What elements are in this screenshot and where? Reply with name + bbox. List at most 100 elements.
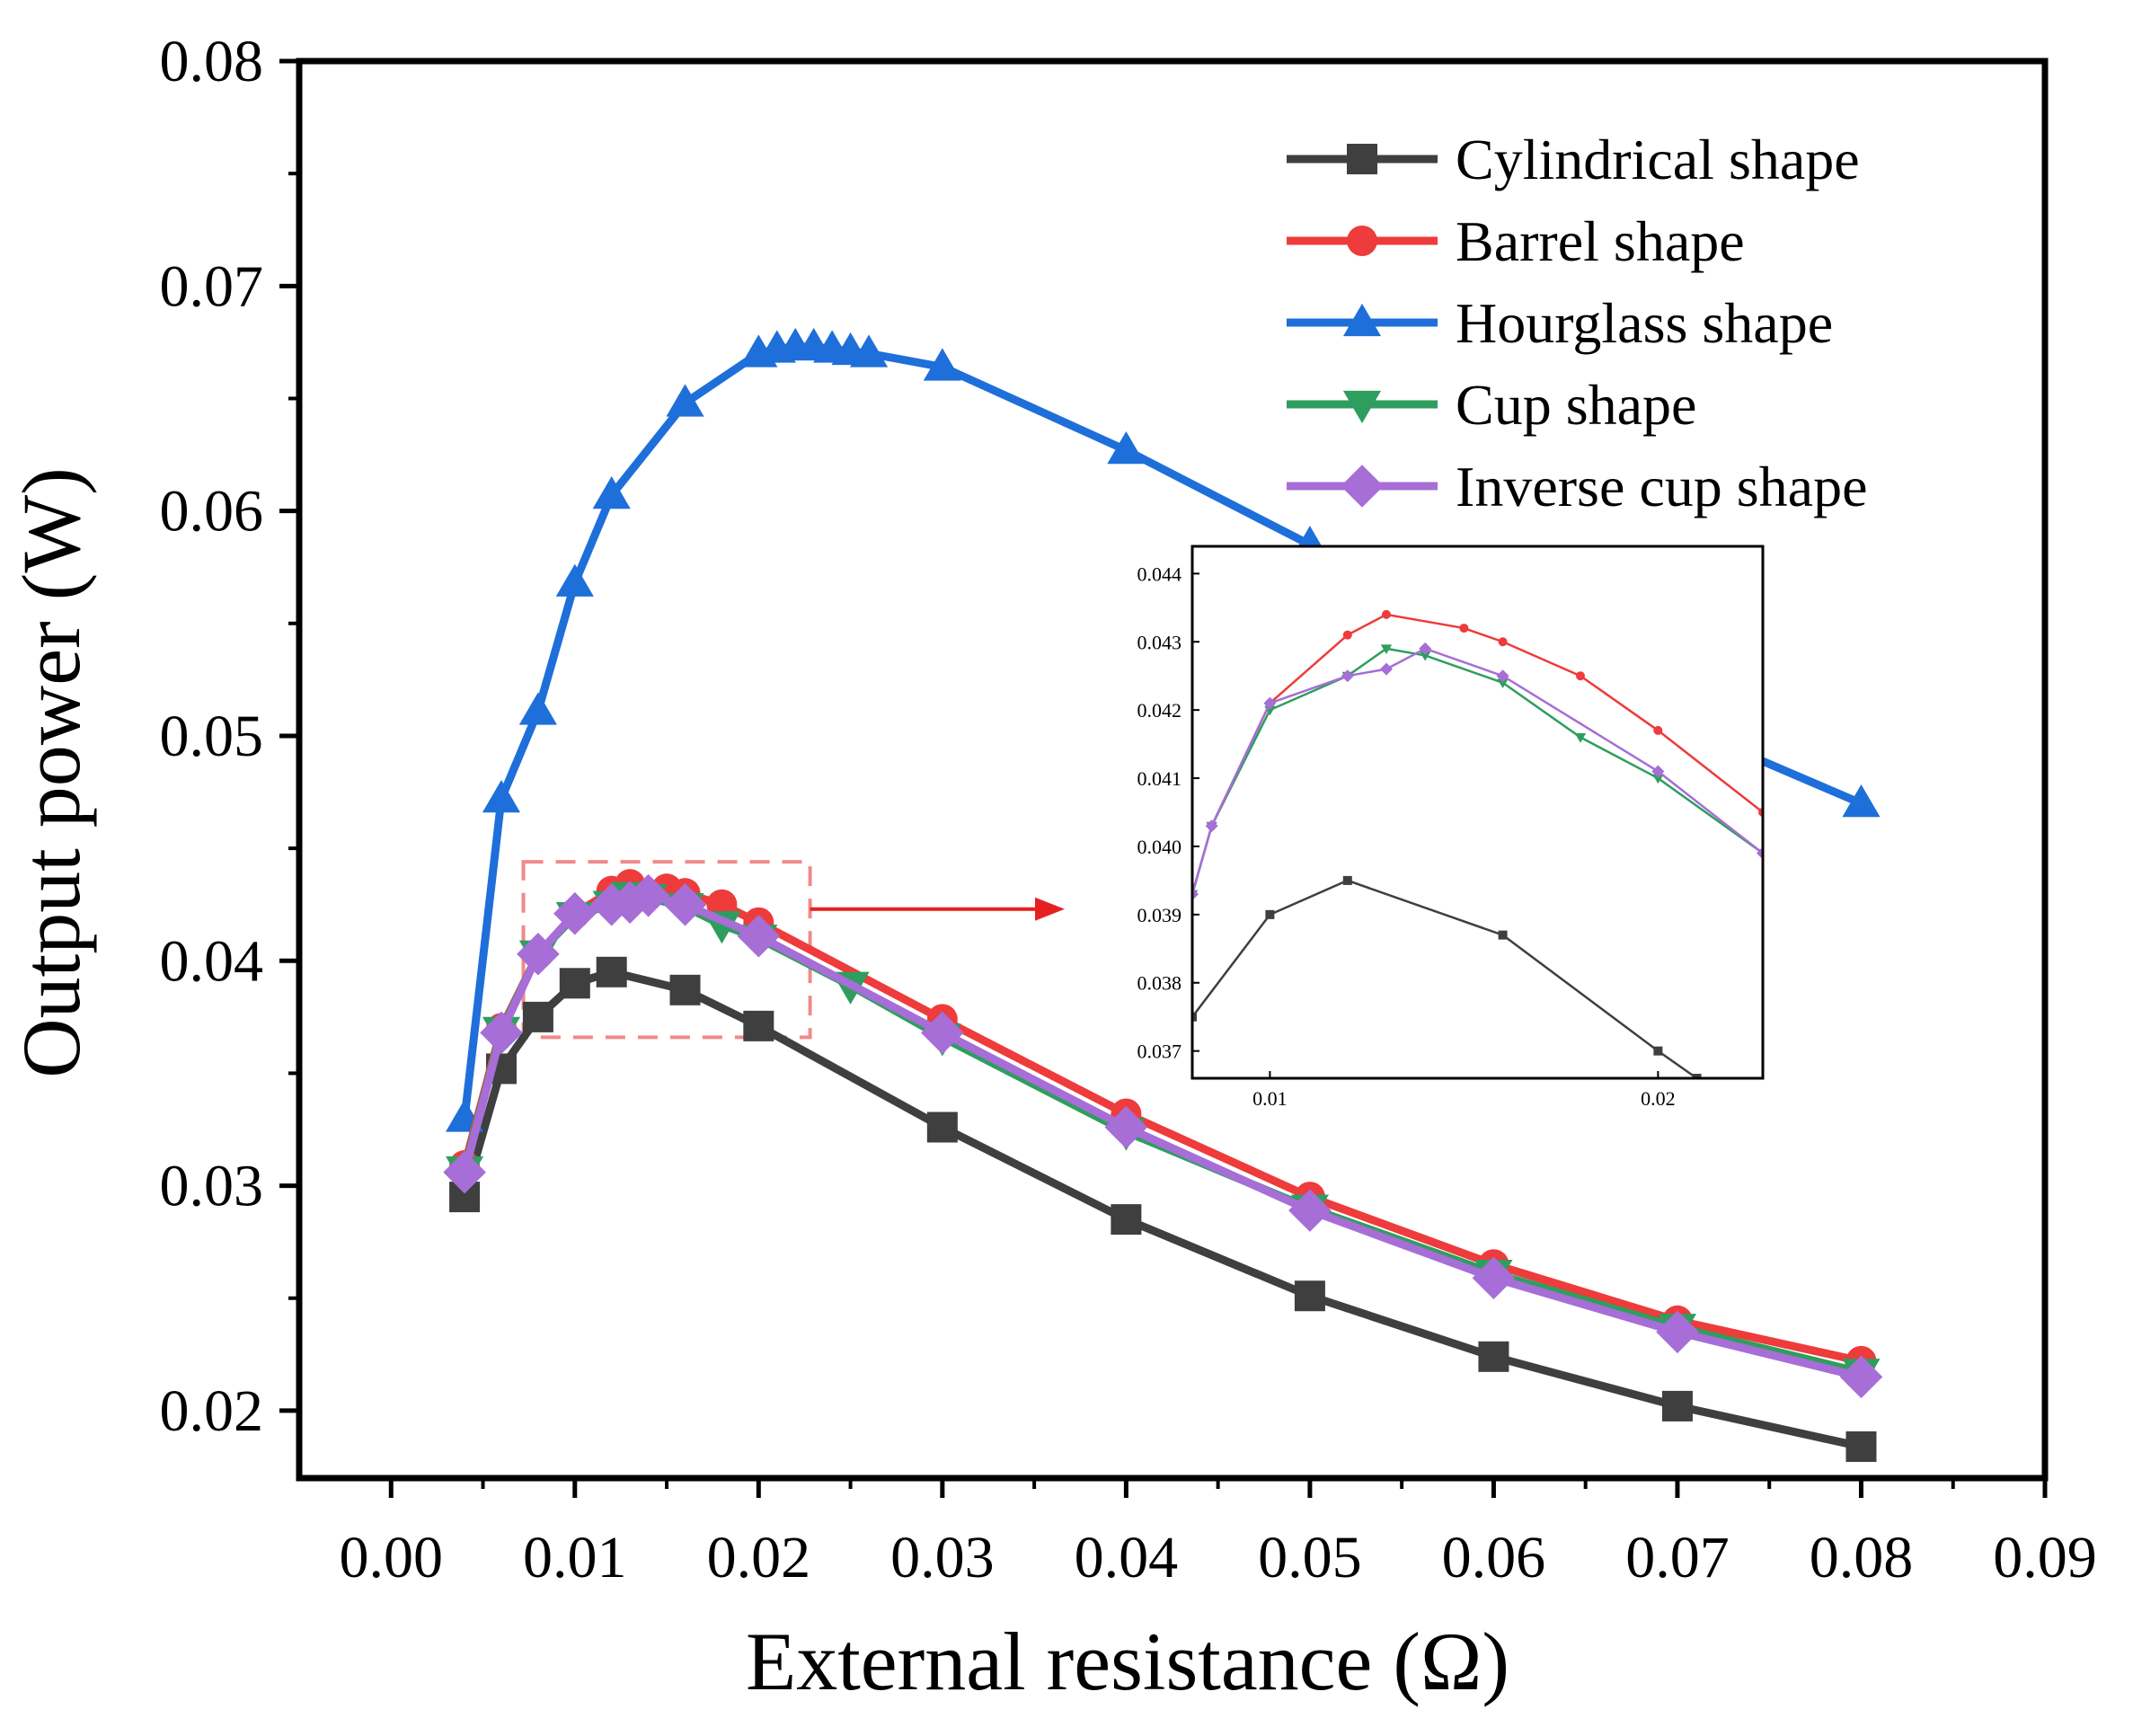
inset-data-point bbox=[1651, 765, 1665, 778]
inset-series-line bbox=[1192, 879, 1698, 1078]
data-point bbox=[1104, 1105, 1148, 1149]
legend-marker bbox=[1341, 465, 1384, 508]
data-point bbox=[480, 1011, 523, 1055]
data-point bbox=[518, 692, 557, 725]
data-point bbox=[1472, 1256, 1516, 1300]
main-plot: 0.00 0.01 0.02 0.03 0.04 0.05 0.06 0.07 0.08 0.09… bbox=[160, 29, 2097, 1590]
x-tick-label: 0.05 bbox=[1258, 1525, 1362, 1590]
data-point bbox=[1107, 430, 1146, 465]
data-point bbox=[849, 334, 889, 368]
y-tick-label: 0.07 bbox=[160, 253, 264, 319]
inset-y-tick-label: 0.040 bbox=[1137, 836, 1182, 858]
inset-data-point bbox=[1341, 669, 1354, 683]
data-point bbox=[923, 348, 961, 381]
inset-data-point bbox=[1498, 637, 1508, 647]
data-point bbox=[1294, 1280, 1325, 1312]
data-point bbox=[666, 384, 704, 417]
inset-series-line bbox=[1192, 647, 1763, 895]
inset-data-point bbox=[1419, 651, 1431, 661]
inset-data-point bbox=[1263, 696, 1277, 710]
data-point bbox=[669, 974, 701, 1005]
y-tick-label: 0.02 bbox=[160, 1378, 264, 1444]
data-point bbox=[1661, 1390, 1693, 1422]
inset-y-tick-label: 0.038 bbox=[1137, 972, 1182, 995]
inset-data-point bbox=[1205, 819, 1218, 833]
data-point bbox=[921, 1011, 964, 1055]
data-point bbox=[553, 891, 597, 935]
x-axis-title: External resistance (Ω) bbox=[746, 1616, 1509, 1707]
inset-x-tick-label: 0.01 bbox=[1252, 1087, 1288, 1110]
legend-marker bbox=[1347, 226, 1377, 256]
data-point bbox=[559, 968, 590, 999]
y-axis-title: Output power (W) bbox=[5, 467, 97, 1078]
inset-data-point bbox=[1757, 846, 1763, 860]
inset-data-point bbox=[1379, 662, 1393, 676]
plot-frame bbox=[296, 58, 2049, 1482]
inset-plot: 0.037 0.038 0.039 0.040 0.041 0.042 0.043 0.044… bbox=[1137, 545, 1765, 1110]
y-tick-label: 0.05 bbox=[160, 704, 264, 769]
y-tick-label: 0.03 bbox=[160, 1154, 264, 1219]
inset-data-point bbox=[1192, 1012, 1197, 1022]
data-point bbox=[737, 914, 781, 958]
inset-data-point bbox=[1381, 609, 1391, 619]
legend-label: Hourglass shape bbox=[1456, 291, 1833, 355]
data-point bbox=[1839, 1355, 1883, 1399]
inset-data-point bbox=[1380, 644, 1393, 655]
inset-data-point bbox=[1342, 630, 1352, 640]
inset-data-point bbox=[1265, 909, 1275, 919]
zoom-arrow-head bbox=[1035, 897, 1065, 921]
data-point bbox=[1842, 784, 1881, 818]
inset-data-point bbox=[1653, 725, 1663, 735]
data-point bbox=[1656, 1310, 1699, 1354]
inset-data-point bbox=[1419, 642, 1432, 655]
legend-label: Barrel shape bbox=[1456, 209, 1745, 273]
data-point bbox=[1478, 1341, 1509, 1372]
legend: Cylindrical shape Barrel shape Hourglass s… bbox=[1287, 128, 1867, 518]
x-tick-label: 0.09 bbox=[1993, 1525, 2097, 1590]
x-tick-label: 0.08 bbox=[1810, 1525, 1914, 1590]
data-point bbox=[596, 956, 627, 988]
inset-data-point bbox=[1342, 875, 1352, 885]
x-tick-label: 0.04 bbox=[1075, 1525, 1179, 1590]
data-point bbox=[1111, 1204, 1142, 1236]
legend-label: Cup shape bbox=[1456, 373, 1696, 437]
inset-data-point bbox=[1459, 624, 1469, 633]
inset-background bbox=[1192, 546, 1763, 1078]
legend-marker bbox=[1342, 390, 1382, 424]
y-tick-label: 0.04 bbox=[160, 928, 264, 994]
x-tick-label: 0.03 bbox=[890, 1525, 995, 1590]
inset-data-point bbox=[1575, 671, 1585, 681]
x-tick-label: 0.06 bbox=[1442, 1525, 1546, 1590]
inset-data-point bbox=[1498, 930, 1508, 940]
legend-label: Inverse cup shape bbox=[1456, 455, 1867, 518]
inset-y-tick-label: 0.042 bbox=[1137, 699, 1182, 722]
inset-data-point bbox=[1496, 669, 1509, 683]
data-point bbox=[522, 1001, 553, 1032]
inset-y-tick-label: 0.039 bbox=[1137, 904, 1182, 926]
data-point bbox=[482, 779, 521, 813]
inset-data-point bbox=[1574, 733, 1587, 743]
data-point bbox=[743, 1010, 774, 1041]
inset-x-tick-label: 0.02 bbox=[1641, 1087, 1676, 1110]
inset-data-point bbox=[1497, 678, 1509, 688]
data-point bbox=[517, 932, 560, 976]
inset-data-point bbox=[1653, 1046, 1663, 1056]
legend-marker bbox=[1342, 303, 1382, 337]
data-point bbox=[1845, 1430, 1877, 1462]
x-tick-label: 0.00 bbox=[340, 1525, 444, 1590]
data-point bbox=[663, 882, 707, 926]
data-point bbox=[1288, 1189, 1332, 1232]
inset-data-point bbox=[1652, 774, 1664, 784]
inset-data-point bbox=[1192, 888, 1199, 901]
inset-y-tick-label: 0.044 bbox=[1137, 562, 1182, 585]
inset-y-tick-label: 0.041 bbox=[1137, 767, 1182, 790]
data-point bbox=[626, 873, 670, 917]
y-tick-label: 0.08 bbox=[160, 29, 264, 94]
legend-label: Cylindrical shape bbox=[1456, 128, 1860, 191]
inset-y-tick-label: 0.043 bbox=[1137, 631, 1182, 653]
data-point bbox=[926, 1112, 958, 1143]
x-tick-label: 0.02 bbox=[707, 1525, 811, 1590]
x-tick-label: 0.07 bbox=[1625, 1525, 1730, 1590]
